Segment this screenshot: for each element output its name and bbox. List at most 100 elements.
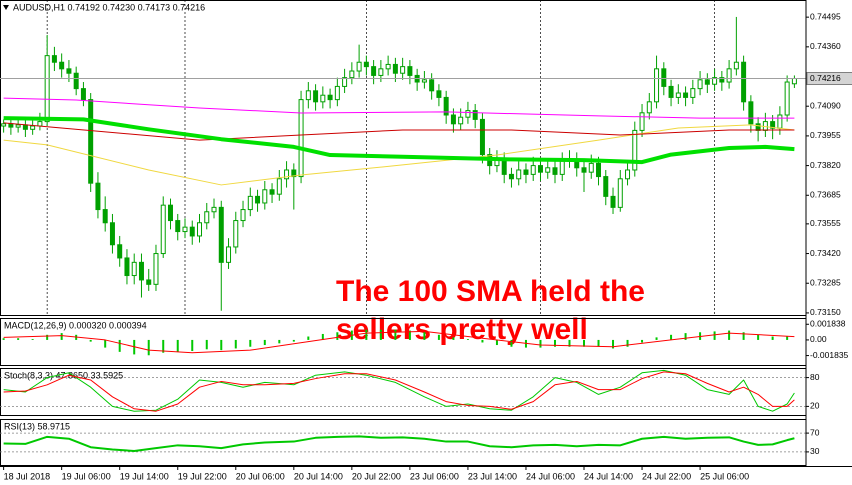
candle-body (131, 261, 137, 277)
candle-body (167, 204, 173, 222)
histogram-bar (336, 332, 339, 340)
histogram-bar (379, 329, 382, 340)
candle-body (349, 70, 355, 79)
candle-body (625, 169, 631, 180)
candle-body (537, 165, 543, 173)
candle-body (175, 220, 181, 233)
y-tick-label: 30 (810, 446, 820, 456)
candle-body (44, 55, 50, 123)
candle-body (610, 195, 616, 208)
candle-body (138, 261, 144, 281)
candle-body (443, 96, 449, 116)
candle-body (777, 114, 783, 129)
candle-body (465, 110, 471, 118)
candle-body (204, 211, 210, 224)
histogram-bar (684, 333, 687, 340)
histogram-bar (60, 333, 63, 340)
moving-average (3, 116, 795, 165)
histogram-bar (452, 337, 455, 340)
candle-body (102, 209, 108, 224)
indicator-line (3, 330, 795, 354)
histogram-bar (249, 339, 252, 347)
histogram-bar (321, 333, 324, 340)
y-tick-label: 0.73150 (810, 307, 841, 317)
y-tick-label: 0.74360 (810, 41, 841, 51)
candle-body (298, 99, 304, 178)
y-tick-label: 70 (810, 427, 820, 437)
candle-body (1, 123, 7, 127)
histogram-bar (147, 339, 150, 356)
candle-body (508, 173, 514, 180)
histogram-bar (437, 334, 440, 340)
histogram-bar (220, 339, 223, 351)
candle-body (197, 222, 203, 237)
histogram-bar (89, 339, 92, 342)
candle-body (661, 68, 667, 87)
candle-body (726, 68, 732, 83)
candle-body (675, 92, 681, 98)
candle-body (741, 61, 747, 103)
histogram-bar (292, 339, 295, 342)
y-tick-label: 0.73820 (810, 160, 841, 170)
histogram-bar (365, 329, 368, 340)
candle-body (392, 63, 398, 74)
candle-body (588, 162, 594, 173)
histogram-bar (641, 339, 644, 343)
histogram-bar (17, 338, 20, 340)
y-tick-label: 0.74495 (810, 11, 841, 21)
candle-body (291, 169, 297, 178)
candle-body (269, 189, 275, 195)
histogram-bar (742, 332, 745, 340)
histogram-bar (655, 337, 658, 340)
candle-body (719, 77, 725, 83)
menu-arrow (3, 5, 9, 10)
candle-body (668, 85, 674, 98)
candle-body (472, 110, 478, 120)
histogram-bar (612, 339, 615, 349)
candle-body (356, 61, 362, 72)
candle-body (88, 99, 94, 184)
x-tick-label: 19 Jul 06:00 (62, 471, 111, 481)
histogram-bar (205, 339, 208, 350)
y-tick-label: 0.73285 (810, 277, 841, 287)
candle-body (450, 114, 456, 125)
candle-body (342, 77, 348, 87)
candle-body (791, 78, 797, 85)
candle-body (429, 79, 435, 92)
candle-body (240, 209, 246, 222)
y-tick-label: 0.00 (810, 334, 827, 344)
histogram-bar (423, 332, 426, 340)
candle-body (255, 195, 261, 204)
candle-body (385, 63, 391, 70)
histogram-bar (408, 330, 411, 340)
y-tick-label: 0.73420 (810, 248, 841, 258)
histogram-bar (162, 339, 165, 353)
histogram-bar (539, 339, 542, 348)
y-tick-label: 0.74090 (810, 100, 841, 110)
candle-body (327, 94, 333, 101)
y-tick-label: 0.73555 (810, 218, 841, 228)
candle-body (755, 123, 761, 131)
candle-body (690, 88, 696, 98)
histogram-bar (670, 334, 673, 340)
y-tick-label: 0.001838 (810, 319, 846, 329)
histogram-bar (481, 339, 484, 343)
moving-average (3, 124, 795, 186)
histogram-bar (771, 336, 774, 340)
histogram-bar (394, 329, 397, 340)
candle-body (117, 244, 123, 259)
y-tick-label: 20 (810, 401, 820, 411)
bid-label: 0.74216 (810, 73, 841, 83)
candle-body (59, 61, 65, 70)
candle-body (80, 88, 86, 101)
candle-body (603, 176, 609, 197)
candle-body (523, 169, 529, 175)
histogram-bar (118, 339, 121, 352)
candle-body (552, 167, 558, 175)
histogram-bar (568, 339, 571, 347)
histogram-bar (278, 339, 281, 344)
histogram-bar (176, 339, 179, 352)
candle-body (479, 118, 485, 156)
